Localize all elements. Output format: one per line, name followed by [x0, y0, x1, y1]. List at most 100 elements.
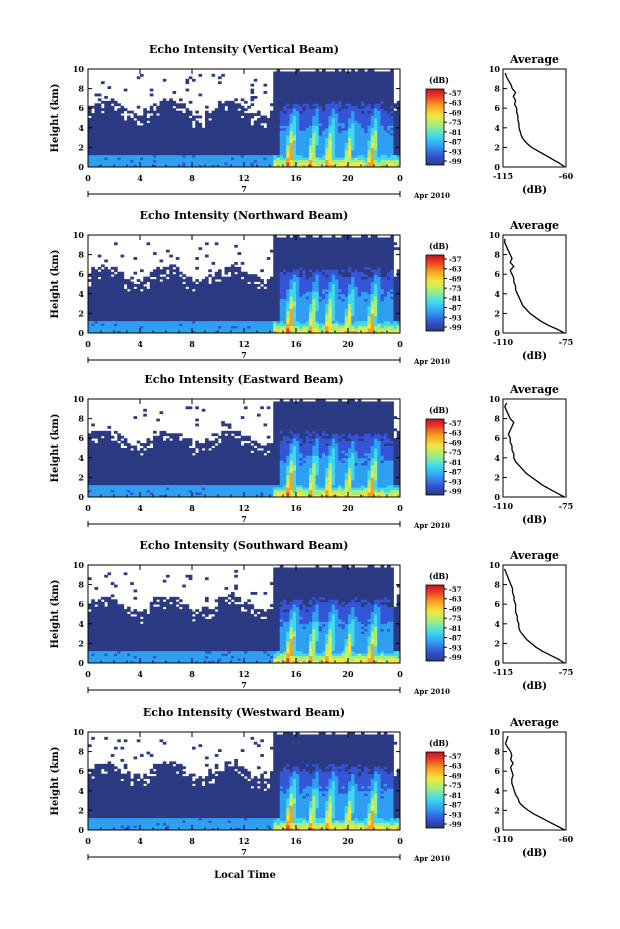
heatmap-cell [214, 296, 219, 300]
heatmap-cell [377, 147, 381, 151]
heatmap-cell [205, 308, 209, 312]
heatmap-cell [292, 130, 297, 134]
heatmap-cell [322, 86, 326, 89]
heatmap-cell [97, 310, 102, 314]
heatmap-cell [221, 306, 225, 309]
heatmap-cell [296, 78, 300, 82]
heatmap-cell [205, 135, 209, 138]
heatmap-cell [97, 254, 102, 258]
heatmap-cell [302, 291, 307, 295]
heatmap-cell [143, 147, 147, 151]
heatmap-cell [292, 149, 297, 153]
heatmap-cell [367, 132, 372, 136]
heatmap-cell [240, 98, 245, 102]
heatmap-cell [357, 147, 362, 151]
heatmap-cell [260, 293, 264, 297]
date-marker: 7 [241, 184, 247, 194]
heatmap-cell [387, 83, 391, 87]
heatmap-cell [312, 98, 316, 102]
heatmap-cell [185, 291, 190, 295]
heatmap-cell [305, 122, 310, 126]
heatmap-cell [240, 296, 245, 300]
heatmap-cell [244, 286, 248, 290]
heatmap-cell [94, 115, 99, 119]
heatmap-cell [250, 291, 255, 295]
heatmap-cell [305, 239, 310, 243]
heatmap-cell [208, 320, 212, 324]
heatmap-cell [312, 293, 316, 297]
heatmap-cell [107, 140, 112, 143]
heatmap-cell [318, 271, 323, 275]
heatmap-cell [182, 328, 186, 331]
heatmap-cell [305, 135, 310, 138]
heatmap-cell [283, 86, 287, 89]
heatmap-cell [309, 71, 313, 75]
heatmap-cell [296, 244, 300, 248]
heatmap-cell [149, 288, 154, 292]
heatmap-cell [253, 293, 258, 297]
heatmap-cell [188, 293, 193, 297]
heatmap-cell [351, 162, 355, 165]
heatmap-cell [299, 76, 303, 80]
heatmap-cell [198, 328, 203, 331]
heatmap-cell [182, 291, 186, 295]
heatmap-cell [205, 288, 209, 292]
heatmap-cell [263, 293, 268, 297]
heatmap-cell [172, 100, 177, 104]
heatmap-cell [133, 149, 138, 153]
heatmap-cell [195, 328, 199, 331]
heatmap-cell [312, 118, 316, 121]
heatmap-cell [231, 303, 235, 307]
heatmap-cell [104, 120, 108, 124]
heatmap-cell [292, 279, 297, 282]
heatmap-cell [182, 118, 186, 121]
heatmap-cell [146, 306, 151, 309]
heatmap-cell [322, 254, 326, 258]
heatmap-cell [149, 122, 154, 126]
heatmap-cell [133, 130, 138, 134]
heatmap-cell [120, 105, 125, 109]
heatmap-cell [224, 147, 229, 151]
heatmap-cell [237, 135, 242, 138]
heatmap-cell [120, 318, 125, 322]
heatmap-cell [133, 291, 138, 295]
heatmap-cell [305, 301, 310, 304]
heatmap-cell [283, 152, 287, 156]
heatmap-cell [169, 284, 173, 287]
heatmap-cell [315, 157, 320, 161]
heatmap-cell [218, 318, 222, 322]
heatmap-cell [292, 122, 297, 126]
heatmap-cell [351, 113, 355, 116]
heatmap-cell [292, 235, 297, 238]
heatmap-cell [136, 132, 141, 136]
heatmap-cell [302, 113, 307, 116]
heatmap-cell [283, 113, 287, 116]
heatmap-cell [315, 122, 320, 126]
heatmap-cell [367, 142, 372, 146]
heatmap-cell [237, 113, 242, 116]
heatmap-cell [315, 293, 320, 297]
heatmap-cell [292, 137, 297, 141]
heatmap-cell [97, 313, 102, 317]
heatmap-cell [247, 320, 251, 324]
heatmap-cell [149, 330, 154, 334]
heatmap-cell [227, 266, 232, 270]
heatmap-cell [273, 88, 277, 92]
heatmap-cell [315, 276, 320, 280]
heatmap-cell [237, 120, 242, 124]
heatmap-cell [234, 140, 238, 143]
heatmap-cell [302, 159, 307, 163]
heatmap-cell [218, 286, 222, 290]
heatmap-cell [263, 313, 268, 317]
heatmap-cell [296, 261, 300, 265]
heatmap-cell [266, 127, 271, 131]
heatmap-cell [315, 249, 320, 253]
heatmap-cell [292, 298, 297, 302]
heatmap-cell [309, 81, 313, 85]
heatmap-cell [120, 286, 125, 290]
heatmap-cell [302, 254, 307, 258]
heatmap-cell [149, 142, 154, 146]
heatmap-cell [387, 113, 391, 116]
heatmap-cell [127, 120, 131, 124]
heatmap-cell [188, 281, 193, 285]
